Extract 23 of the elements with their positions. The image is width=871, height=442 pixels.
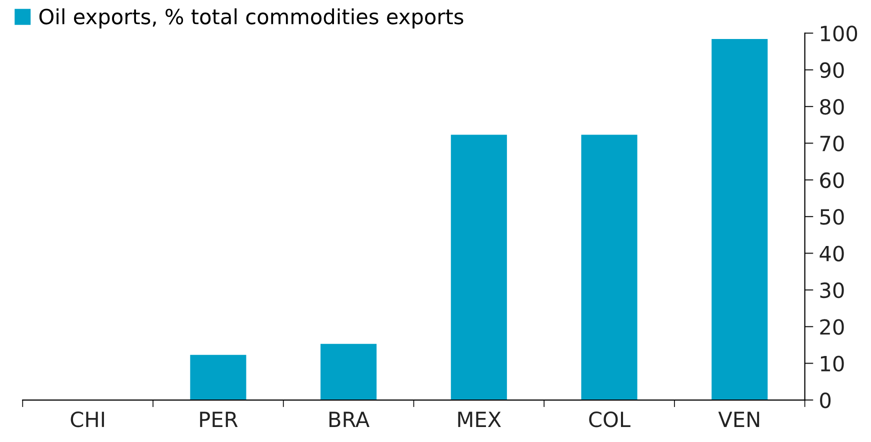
y-tick-label: 0 xyxy=(820,392,831,408)
x-tick-label: PER xyxy=(200,412,238,427)
x-tick-label: VEN xyxy=(718,412,760,427)
y-tick-label: 60 xyxy=(820,172,844,188)
y-tick-label: 70 xyxy=(820,136,844,152)
y-tick-label: 40 xyxy=(820,246,844,262)
y-tick-label: 10 xyxy=(820,356,844,372)
y-tick-label: 50 xyxy=(820,209,844,225)
bar xyxy=(450,134,507,400)
x-tick-label: MEX xyxy=(458,412,501,427)
y-tick-label: 20 xyxy=(820,319,844,335)
y-tick-label: 90 xyxy=(820,62,844,78)
y-tick-label: 80 xyxy=(820,98,844,115)
x-tick-label: COL xyxy=(589,411,630,428)
x-tick-label: BRA xyxy=(329,412,370,427)
bar xyxy=(581,134,638,400)
bar xyxy=(190,354,246,400)
bar xyxy=(320,344,377,400)
y-tick-label: 100 xyxy=(820,26,858,42)
x-tick-label: CHI xyxy=(70,411,104,428)
legend-label: Oil exports, % total commodities exports xyxy=(39,8,464,28)
y-tick-label: 30 xyxy=(820,282,844,298)
bar xyxy=(712,39,768,400)
